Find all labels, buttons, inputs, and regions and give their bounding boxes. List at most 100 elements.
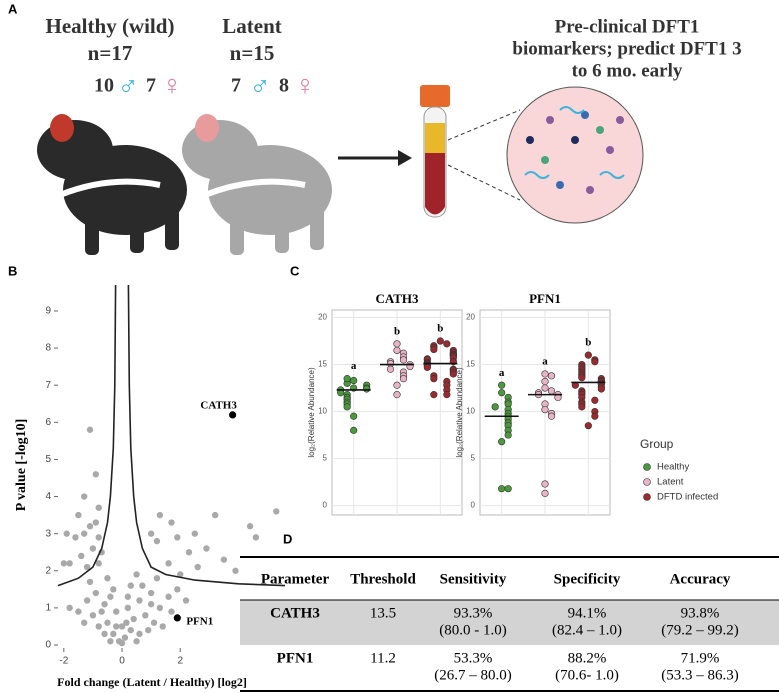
caption-line: to 6 mo. early bbox=[572, 60, 683, 81]
chart-title: CATH3 bbox=[375, 291, 419, 306]
dot bbox=[541, 489, 549, 497]
legend-swatch bbox=[643, 463, 651, 471]
dot bbox=[443, 391, 451, 399]
dot bbox=[393, 381, 401, 389]
point bbox=[75, 511, 82, 519]
male-count: 7 bbox=[231, 75, 241, 97]
group-n: n=15 bbox=[230, 41, 275, 65]
dot bbox=[591, 396, 599, 404]
dot bbox=[541, 377, 549, 386]
dot bbox=[578, 374, 586, 382]
point bbox=[124, 604, 132, 612]
legend-label: Healthy bbox=[657, 462, 689, 473]
y-tick-label: 4 bbox=[45, 491, 51, 502]
male-symbol: ♂ bbox=[250, 69, 271, 100]
blood-tube bbox=[420, 85, 450, 218]
point bbox=[211, 511, 219, 519]
y-tick-label: 6 bbox=[45, 417, 51, 428]
x-tick-label: 2 bbox=[177, 656, 183, 667]
y-tick-label: 10 bbox=[466, 407, 475, 416]
point bbox=[203, 545, 210, 552]
highlight-point bbox=[229, 411, 237, 419]
female-count: 7 bbox=[146, 75, 156, 97]
point bbox=[86, 426, 94, 433]
point bbox=[130, 615, 137, 623]
point bbox=[174, 534, 181, 541]
panel-label: C bbox=[290, 263, 300, 278]
dot bbox=[350, 376, 358, 385]
point bbox=[145, 626, 152, 634]
point bbox=[127, 626, 134, 634]
row-header: CATH3 bbox=[270, 605, 320, 621]
point bbox=[177, 571, 184, 578]
arrow bbox=[338, 150, 412, 166]
point bbox=[150, 619, 158, 626]
point bbox=[165, 593, 172, 600]
dot bbox=[449, 370, 457, 378]
group-letter: b bbox=[394, 325, 400, 337]
dot bbox=[541, 384, 549, 392]
point bbox=[72, 534, 79, 541]
x-tick-label: -2 bbox=[59, 656, 68, 667]
group-title: Healthy (wild) bbox=[46, 14, 175, 38]
dot bbox=[584, 422, 592, 430]
dot bbox=[350, 426, 358, 434]
y-axis-label: log₂(Relative Abundance) bbox=[307, 367, 316, 458]
point bbox=[110, 586, 117, 593]
legend-label: Latent bbox=[657, 477, 684, 488]
table-cell: (80.0 - 1.0) bbox=[439, 622, 507, 638]
point bbox=[232, 567, 239, 574]
point bbox=[75, 608, 82, 615]
dot bbox=[386, 365, 395, 373]
y-tick-label: 0 bbox=[323, 501, 328, 510]
point bbox=[194, 563, 201, 571]
point bbox=[142, 612, 149, 619]
y-tick-label: 2 bbox=[45, 565, 51, 576]
group-letter: b bbox=[437, 323, 443, 335]
legend-swatch bbox=[643, 478, 651, 486]
point bbox=[78, 552, 85, 560]
dot bbox=[547, 412, 556, 420]
point bbox=[80, 493, 88, 500]
dot bbox=[584, 351, 592, 359]
point bbox=[185, 549, 193, 556]
dot bbox=[498, 381, 506, 389]
x-axis-label: Fold change (Latent / Healthy) [log2] bbox=[57, 675, 247, 689]
panel-label: A bbox=[8, 1, 18, 16]
point bbox=[66, 604, 73, 612]
zoom-circle bbox=[506, 86, 644, 224]
point bbox=[252, 534, 260, 541]
x-tick-label: 0 bbox=[119, 656, 125, 667]
chart-title: PFN1 bbox=[529, 291, 561, 306]
point bbox=[118, 639, 126, 647]
table-header: Threshold bbox=[350, 571, 416, 587]
dot bbox=[393, 346, 401, 355]
point bbox=[147, 600, 155, 608]
highlight-point bbox=[173, 614, 181, 622]
point bbox=[98, 608, 105, 615]
illustrations bbox=[37, 85, 644, 255]
point bbox=[113, 623, 120, 630]
charts: 0 1 2 3 4 5 6 7 8 9 -2 0 2 Fold change (Latent / Heal… bbox=[14, 284, 718, 689]
group-letter: b bbox=[585, 337, 591, 349]
point bbox=[104, 619, 111, 626]
y-tick-label: 15 bbox=[318, 360, 327, 369]
group-letter: a bbox=[542, 355, 548, 367]
y-tick-label: 5 bbox=[45, 454, 51, 465]
highlight-label: PFN1 bbox=[186, 615, 213, 627]
zoom-lines bbox=[447, 109, 521, 201]
table: Parameter Threshold Sensitivity Specificity… bbox=[240, 556, 779, 692]
dot bbox=[491, 403, 499, 411]
point bbox=[107, 638, 114, 645]
point bbox=[95, 504, 102, 511]
point bbox=[60, 560, 68, 567]
table-cell: (53.3 – 86.3) bbox=[661, 667, 739, 683]
table-cell: 13.5 bbox=[370, 605, 396, 621]
group-letter: a bbox=[499, 367, 505, 379]
y-tick-label: 5 bbox=[471, 454, 476, 463]
table-cell: (70.6- 1.0) bbox=[555, 667, 619, 683]
dot bbox=[430, 375, 438, 383]
table-header: Parameter bbox=[261, 571, 330, 587]
female-symbol: ♀ bbox=[295, 69, 316, 100]
